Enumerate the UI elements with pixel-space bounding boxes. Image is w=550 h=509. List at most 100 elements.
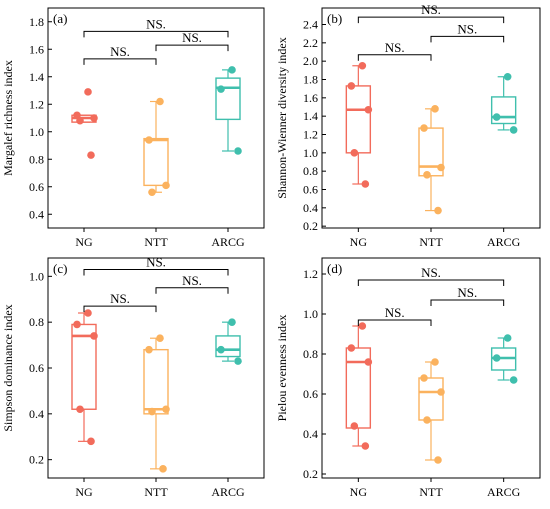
panel-label: (d) bbox=[327, 261, 342, 276]
data-point bbox=[347, 344, 356, 352]
significance-label: NS. bbox=[146, 254, 166, 269]
box-ng bbox=[71, 88, 98, 159]
data-point bbox=[503, 334, 512, 342]
data-point bbox=[347, 82, 356, 90]
y-tick-label: 1.6 bbox=[29, 42, 44, 56]
data-point bbox=[156, 97, 164, 106]
y-tick-label: 0.2 bbox=[303, 467, 318, 481]
box-arcg bbox=[215, 66, 242, 155]
box-ntt bbox=[418, 105, 445, 215]
box-body bbox=[215, 77, 241, 121]
x-tick-label: NTT bbox=[144, 235, 168, 249]
data-point bbox=[431, 358, 439, 366]
data-point bbox=[228, 66, 236, 74]
data-point bbox=[434, 456, 442, 464]
significance-bracket bbox=[155, 44, 229, 52]
box-arcg bbox=[215, 318, 242, 365]
significance-bracket bbox=[357, 279, 505, 286]
data-point bbox=[503, 72, 512, 81]
significance-label: NS. bbox=[457, 21, 477, 36]
data-point bbox=[145, 345, 153, 354]
data-point bbox=[217, 345, 225, 354]
significance-label: NS. bbox=[385, 305, 405, 320]
panel-label: (a) bbox=[53, 11, 67, 26]
significance-bracket bbox=[357, 16, 505, 24]
box-ng bbox=[345, 322, 373, 450]
data-point bbox=[90, 332, 98, 340]
data-point bbox=[350, 422, 359, 430]
data-point bbox=[228, 318, 236, 326]
y-axis-title: Simpson dominance index bbox=[1, 304, 15, 431]
x-tick-label: ARCG bbox=[211, 485, 245, 499]
x-tick-label: ARCG bbox=[487, 235, 521, 249]
data-point bbox=[364, 358, 373, 366]
chart-panel-4: 0.2 0.4 0.6 0.8 1.0 1.2 NG NTT ARCG Pielou evenne… bbox=[275, 257, 541, 499]
x-tick-label: NG bbox=[75, 235, 93, 249]
data-point bbox=[87, 151, 95, 159]
significance-bracket bbox=[155, 287, 229, 294]
y-tick-label: 1.0 bbox=[303, 307, 318, 321]
y-tick-label: 2.2 bbox=[303, 36, 318, 50]
box-body bbox=[345, 85, 372, 154]
significance-label: NS. bbox=[182, 30, 202, 45]
y-axis-title: Margalef richness index bbox=[1, 60, 15, 176]
y-tick-label: 1.0 bbox=[29, 125, 44, 139]
data-point bbox=[361, 442, 370, 450]
data-point bbox=[437, 388, 445, 396]
data-point bbox=[492, 113, 501, 121]
data-point bbox=[148, 407, 156, 416]
significance-label: NS. bbox=[110, 291, 130, 306]
box-ng bbox=[345, 61, 373, 188]
y-tick-label: 0.2 bbox=[303, 219, 318, 233]
x-tick-label: NG bbox=[75, 485, 93, 499]
data-point bbox=[156, 334, 164, 343]
data-point bbox=[162, 405, 170, 414]
x-tick-label: NG bbox=[350, 235, 368, 249]
significance-bracket bbox=[357, 54, 432, 61]
box-ntt bbox=[418, 358, 445, 464]
box-arcg bbox=[490, 334, 518, 384]
y-tick-label: 1.0 bbox=[303, 146, 318, 160]
data-point bbox=[423, 416, 431, 424]
y-tick-label: 0.6 bbox=[303, 387, 318, 401]
data-point bbox=[162, 181, 170, 190]
y-tick-label: 0.6 bbox=[29, 361, 44, 375]
data-point bbox=[148, 188, 156, 197]
chart-panel-3: 0.2 0.4 0.6 0.8 1.0 NG NTT ARCG Simpson dominanc… bbox=[1, 254, 265, 499]
significance-bracket bbox=[430, 299, 505, 306]
significance-bracket bbox=[83, 305, 157, 313]
data-point bbox=[358, 61, 367, 70]
data-point bbox=[234, 147, 242, 155]
y-tick-label: 2.0 bbox=[303, 54, 318, 68]
y-tick-label: 0.8 bbox=[29, 152, 44, 166]
data-point bbox=[431, 105, 439, 113]
y-tick-label: 0.4 bbox=[303, 201, 318, 215]
chart-panel-2: 0.2 0.4 0.6 0.8 1.0 1.2 1.4 1.6 1.8 2.0 2.2 2.4 NG NT… bbox=[275, 2, 541, 249]
data-point bbox=[420, 124, 428, 132]
data-point bbox=[145, 136, 153, 144]
y-tick-label: 1.8 bbox=[29, 15, 44, 29]
y-tick-label: 0.2 bbox=[29, 453, 44, 467]
significance-bracket bbox=[430, 35, 505, 43]
x-tick-label: ARCG bbox=[487, 485, 521, 499]
data-point bbox=[76, 405, 84, 414]
box-ntt bbox=[143, 97, 170, 197]
data-point bbox=[423, 171, 431, 179]
y-tick-label: 1.2 bbox=[303, 267, 318, 281]
y-tick-label: 0.8 bbox=[303, 347, 318, 361]
y-tick-label: 0.4 bbox=[29, 207, 44, 221]
data-point bbox=[364, 105, 373, 114]
box-body bbox=[143, 348, 169, 415]
significance-label: NS. bbox=[385, 40, 405, 55]
y-tick-label: 0.6 bbox=[303, 183, 318, 197]
data-point bbox=[434, 206, 442, 215]
data-point bbox=[84, 88, 92, 96]
y-tick-label: 2.4 bbox=[303, 18, 318, 32]
panel-label: (c) bbox=[53, 261, 67, 276]
data-point bbox=[90, 114, 98, 122]
y-axis-title: Shannon-Wienner diversity index bbox=[275, 37, 289, 198]
data-point bbox=[509, 126, 518, 134]
y-tick-label: 1.4 bbox=[303, 109, 318, 123]
y-tick-label: 0.4 bbox=[29, 407, 44, 421]
